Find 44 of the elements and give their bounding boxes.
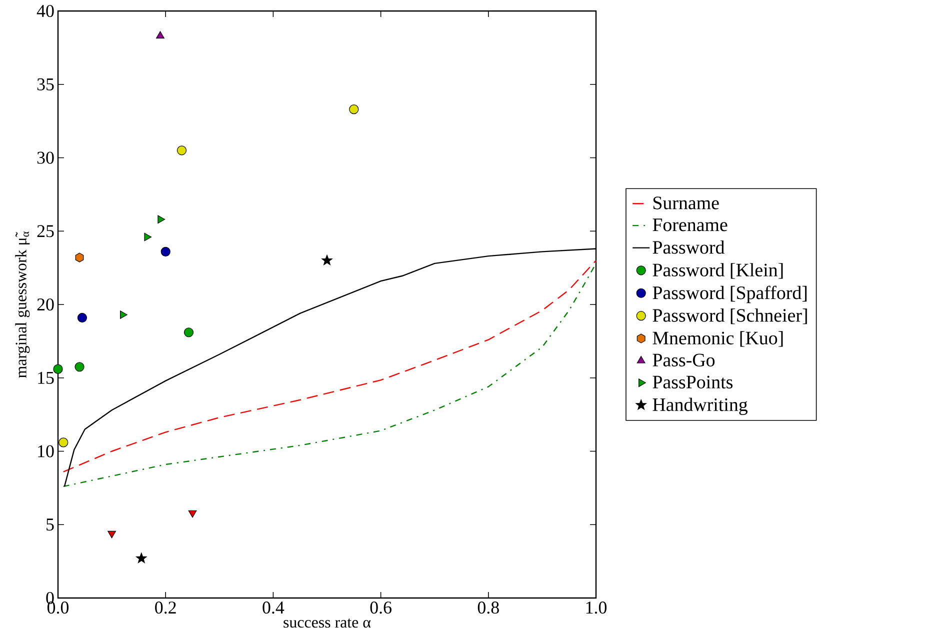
point (74, 362, 84, 372)
legend-label: Handwriting (652, 398, 748, 415)
point (158, 215, 166, 224)
y-tick-label: 5 (46, 518, 54, 531)
point (160, 246, 170, 256)
legend-label: Pass-Go (652, 354, 715, 366)
point (176, 146, 187, 156)
x-axis-title: success rate α (284, 618, 371, 628)
x-tick-label: 1.0 (586, 602, 607, 614)
legend-label: Password (652, 240, 725, 254)
x-tick-label: 0.6 (370, 602, 392, 614)
point (120, 310, 128, 319)
x-tick-label: 0.0 (47, 602, 69, 614)
legend-label: Forename (652, 218, 728, 232)
point (156, 31, 164, 38)
legend-label: Surname (653, 196, 719, 210)
legend-label: PassPoints (652, 376, 733, 388)
y-tick-label: 25 (37, 225, 54, 238)
y-tick-label: 15 (38, 372, 54, 384)
point (349, 104, 359, 114)
point (188, 510, 197, 518)
point (322, 254, 332, 266)
legend-label: Password [Schneier] (652, 308, 807, 324)
y-tick-label: 20 (37, 298, 54, 311)
y-tick-label: 30 (37, 152, 54, 164)
y-tick-label: 10 (38, 445, 54, 458)
point (53, 364, 63, 374)
point (58, 438, 68, 448)
legend-label: Password [Spafford] (652, 286, 807, 304)
point (75, 252, 84, 262)
x-tick-label: 0.8 (478, 602, 499, 614)
y-tick-label: 35 (37, 78, 54, 90)
y-tick-label: 0 (46, 592, 54, 604)
point (77, 312, 88, 323)
y-axis-title: marginal guesswork μ̃$_{α}$ (15, 232, 30, 378)
point (144, 232, 152, 242)
y-tick-label: 40 (36, 4, 54, 18)
point (108, 530, 116, 538)
legend-label: Mnemonic [Kuo] (652, 331, 783, 347)
point (184, 328, 194, 338)
point (136, 552, 147, 564)
x-tick-label: 0.2 (155, 602, 176, 614)
x-tick-label: 0.4 (262, 602, 284, 614)
legend-label: Password [Klein] (652, 263, 783, 279)
